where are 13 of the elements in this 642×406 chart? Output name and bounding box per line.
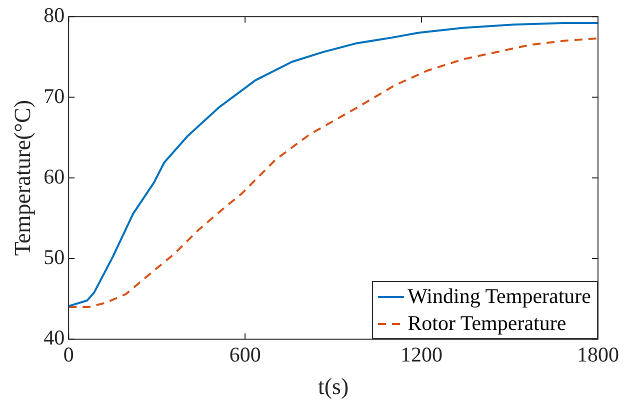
x-tick-label: 600 [229, 342, 261, 366]
y-tick-label: 60 [44, 164, 65, 188]
x-tick-label: 0 [63, 342, 74, 366]
y-tick-label: 40 [44, 326, 65, 350]
x-axis-title: t(s) [318, 374, 349, 400]
legend-label: Winding Temperature [408, 283, 591, 310]
y-axis-title: Temperature(°C) [10, 100, 35, 256]
x-tick-label: 1800 [577, 342, 619, 366]
x-tick-label: 1200 [400, 342, 443, 366]
y-tick-label: 80 [44, 3, 65, 28]
y-tick-label: 70 [44, 84, 65, 108]
y-tick-label: 50 [44, 245, 65, 270]
legend-label: Rotor Temperature [408, 310, 566, 338]
